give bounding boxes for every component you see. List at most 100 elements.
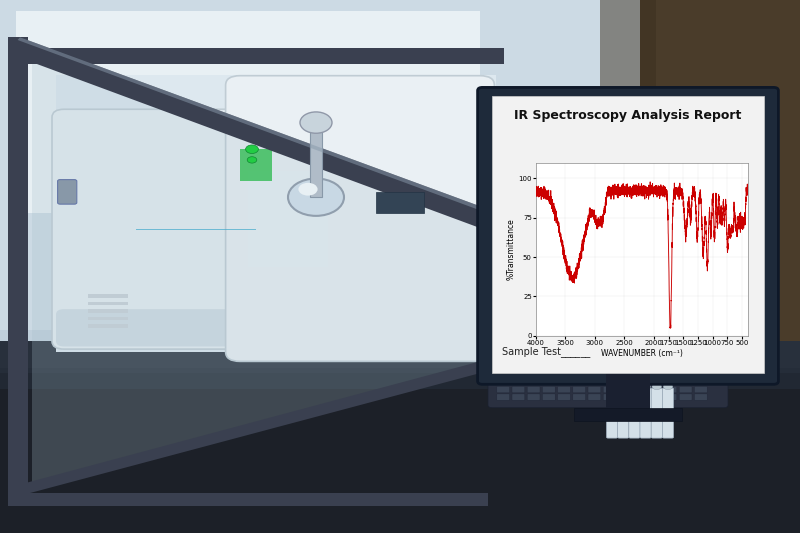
FancyBboxPatch shape bbox=[512, 394, 525, 400]
Text: Sample Test______: Sample Test______ bbox=[502, 346, 590, 357]
FancyBboxPatch shape bbox=[603, 386, 616, 393]
FancyBboxPatch shape bbox=[634, 379, 646, 385]
Bar bbox=[8, 48, 504, 64]
FancyBboxPatch shape bbox=[664, 379, 677, 385]
FancyBboxPatch shape bbox=[618, 386, 631, 393]
FancyBboxPatch shape bbox=[588, 379, 601, 385]
FancyBboxPatch shape bbox=[512, 379, 525, 385]
Circle shape bbox=[663, 383, 673, 390]
FancyBboxPatch shape bbox=[527, 372, 540, 378]
FancyBboxPatch shape bbox=[634, 372, 646, 378]
FancyBboxPatch shape bbox=[679, 372, 692, 378]
FancyBboxPatch shape bbox=[558, 394, 570, 400]
FancyBboxPatch shape bbox=[478, 87, 778, 384]
Y-axis label: %Transmittance: %Transmittance bbox=[506, 219, 515, 280]
FancyBboxPatch shape bbox=[512, 386, 525, 393]
FancyBboxPatch shape bbox=[558, 379, 570, 385]
FancyBboxPatch shape bbox=[603, 372, 616, 378]
Bar bbox=[0, 368, 800, 389]
FancyBboxPatch shape bbox=[664, 386, 677, 393]
Circle shape bbox=[618, 383, 628, 390]
FancyBboxPatch shape bbox=[512, 372, 525, 378]
FancyBboxPatch shape bbox=[618, 379, 631, 385]
Circle shape bbox=[298, 183, 318, 196]
FancyBboxPatch shape bbox=[664, 372, 677, 378]
Circle shape bbox=[641, 383, 650, 390]
Bar bbox=[8, 493, 488, 506]
FancyBboxPatch shape bbox=[56, 309, 264, 346]
Bar bbox=[56, 75, 496, 352]
FancyBboxPatch shape bbox=[606, 388, 618, 438]
Bar bbox=[0, 341, 800, 373]
FancyBboxPatch shape bbox=[634, 394, 646, 400]
FancyBboxPatch shape bbox=[649, 372, 662, 378]
Circle shape bbox=[288, 179, 344, 216]
X-axis label: WAVENUMBER (cm⁻¹): WAVENUMBER (cm⁻¹) bbox=[601, 349, 683, 358]
Polygon shape bbox=[18, 37, 528, 227]
FancyBboxPatch shape bbox=[679, 394, 692, 400]
Bar bbox=[640, 0, 800, 384]
FancyBboxPatch shape bbox=[634, 386, 646, 393]
FancyBboxPatch shape bbox=[651, 388, 662, 438]
Text: IR Spectroscopy Analysis Report: IR Spectroscopy Analysis Report bbox=[514, 109, 742, 122]
FancyBboxPatch shape bbox=[640, 388, 651, 438]
Bar bbox=[88, 302, 128, 305]
FancyBboxPatch shape bbox=[588, 394, 601, 400]
FancyBboxPatch shape bbox=[573, 386, 586, 393]
FancyBboxPatch shape bbox=[573, 394, 586, 400]
FancyBboxPatch shape bbox=[52, 109, 268, 349]
Circle shape bbox=[300, 112, 332, 133]
FancyBboxPatch shape bbox=[618, 372, 631, 378]
FancyBboxPatch shape bbox=[649, 386, 662, 393]
Bar bbox=[88, 317, 128, 320]
FancyBboxPatch shape bbox=[603, 379, 616, 385]
FancyBboxPatch shape bbox=[694, 372, 707, 378]
FancyBboxPatch shape bbox=[679, 386, 692, 393]
Bar bbox=[240, 149, 272, 181]
FancyBboxPatch shape bbox=[629, 388, 640, 438]
Circle shape bbox=[652, 383, 662, 390]
FancyBboxPatch shape bbox=[573, 379, 586, 385]
Circle shape bbox=[246, 145, 258, 154]
FancyBboxPatch shape bbox=[497, 386, 510, 393]
FancyBboxPatch shape bbox=[694, 379, 707, 385]
Bar bbox=[248, 171, 328, 266]
FancyBboxPatch shape bbox=[679, 379, 692, 385]
FancyBboxPatch shape bbox=[58, 180, 77, 204]
FancyBboxPatch shape bbox=[664, 394, 677, 400]
Circle shape bbox=[607, 383, 617, 390]
FancyBboxPatch shape bbox=[588, 386, 601, 393]
Bar bbox=[376, 192, 424, 213]
FancyBboxPatch shape bbox=[694, 386, 707, 393]
Polygon shape bbox=[20, 357, 496, 496]
Bar bbox=[600, 0, 656, 384]
FancyBboxPatch shape bbox=[226, 76, 494, 361]
FancyBboxPatch shape bbox=[662, 388, 674, 438]
FancyBboxPatch shape bbox=[527, 394, 540, 400]
FancyBboxPatch shape bbox=[542, 379, 555, 385]
FancyBboxPatch shape bbox=[527, 379, 540, 385]
FancyBboxPatch shape bbox=[618, 394, 631, 400]
Bar bbox=[310, 128, 322, 197]
Polygon shape bbox=[32, 53, 504, 490]
FancyBboxPatch shape bbox=[497, 372, 510, 378]
Bar bbox=[88, 294, 128, 298]
Bar bbox=[0, 352, 800, 533]
FancyBboxPatch shape bbox=[694, 394, 707, 400]
Bar bbox=[0, 0, 800, 330]
FancyBboxPatch shape bbox=[649, 394, 662, 400]
FancyBboxPatch shape bbox=[588, 372, 601, 378]
Bar bbox=[606, 373, 650, 410]
Polygon shape bbox=[8, 37, 528, 240]
FancyBboxPatch shape bbox=[558, 386, 570, 393]
FancyBboxPatch shape bbox=[603, 394, 616, 400]
FancyBboxPatch shape bbox=[527, 386, 540, 393]
Bar bbox=[472, 128, 528, 352]
FancyBboxPatch shape bbox=[558, 372, 570, 378]
FancyBboxPatch shape bbox=[542, 386, 555, 393]
FancyBboxPatch shape bbox=[497, 394, 510, 400]
FancyBboxPatch shape bbox=[573, 372, 586, 378]
Bar bbox=[8, 37, 28, 506]
Bar bbox=[16, 11, 480, 213]
FancyBboxPatch shape bbox=[497, 379, 510, 385]
